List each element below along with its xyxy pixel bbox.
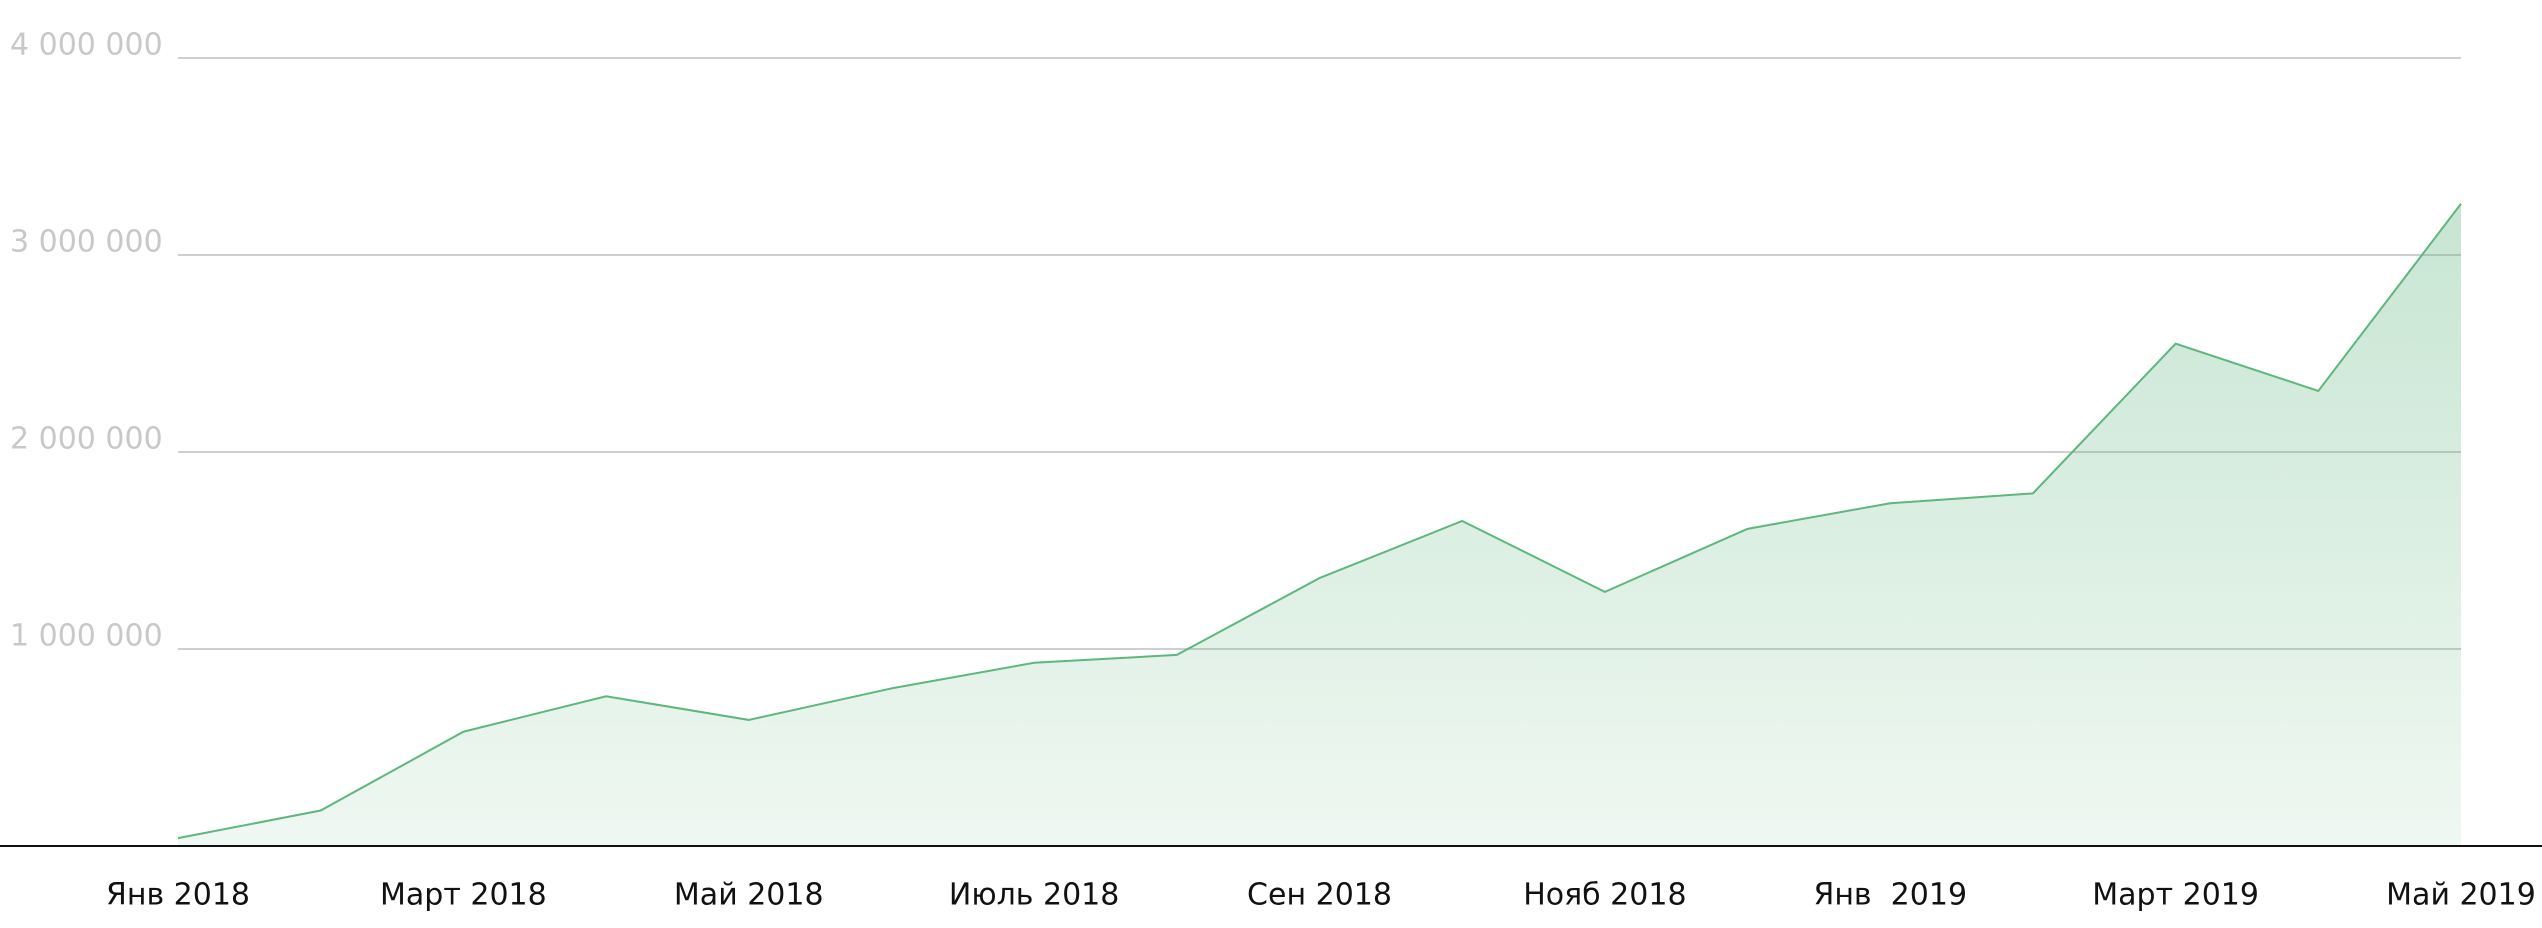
x-tick-label: Нояб 2018 bbox=[1523, 878, 1686, 913]
x-tick-label: Янв 2018 bbox=[106, 878, 250, 913]
y-tick-label: 1 000 000 bbox=[10, 619, 163, 654]
area-fill bbox=[178, 203, 2461, 846]
x-tick-label: Май 2018 bbox=[674, 878, 824, 913]
y-tick-label: 4 000 000 bbox=[10, 28, 163, 63]
x-tick-label: Май 2019 bbox=[2386, 878, 2536, 913]
x-tick-label: Март 2019 bbox=[2092, 878, 2259, 913]
x-tick-label: Янв 2019 bbox=[1813, 878, 1967, 913]
line bbox=[177, 203, 2462, 840]
y-tick-label: 3 000 000 bbox=[10, 225, 163, 260]
x-tick-label: Июль 2018 bbox=[949, 878, 1119, 913]
y-tick-label: 2 000 000 bbox=[10, 422, 163, 457]
x-tick-label: Март 2018 bbox=[380, 878, 547, 913]
x-tick-label: Сен 2018 bbox=[1247, 878, 1392, 913]
